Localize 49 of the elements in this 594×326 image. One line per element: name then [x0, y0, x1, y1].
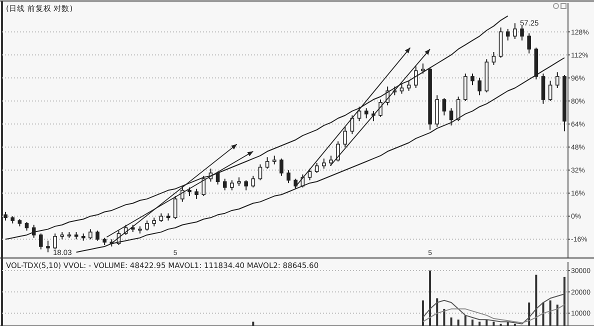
candlestick	[406, 80, 411, 92]
candlestick	[96, 230, 100, 242]
candlestick	[442, 98, 446, 116]
candlestick	[265, 156, 270, 170]
line-series	[422, 294, 565, 324]
candlestick	[555, 72, 560, 88]
candlestick	[449, 108, 454, 126]
candlestick	[180, 185, 184, 202]
line-series	[5, 15, 508, 240]
candlestick	[230, 180, 234, 191]
candlestick	[527, 32, 531, 54]
candlestick	[520, 26, 524, 41]
candlestick	[421, 63, 425, 74]
candlestick	[414, 66, 418, 88]
candlestick	[294, 178, 298, 190]
candlestick	[222, 178, 227, 191]
candlestick	[258, 164, 262, 181]
candlestick	[464, 73, 468, 102]
candlestick	[145, 220, 149, 232]
candlestick	[173, 196, 178, 220]
candlestick	[506, 28, 510, 41]
candlestick	[378, 99, 382, 118]
candlestick	[329, 155, 333, 166]
line-series	[422, 304, 565, 324]
candlestick	[322, 158, 326, 170]
candlestick	[470, 73, 474, 86]
candlestick	[194, 188, 198, 200]
candlestick	[357, 106, 362, 122]
candlestick	[46, 240, 50, 253]
candlestick	[244, 180, 248, 191]
candlestick	[372, 110, 376, 122]
candlestick	[314, 162, 319, 174]
candlestick	[343, 126, 348, 148]
candlestick	[478, 77, 482, 96]
candlestick	[53, 233, 57, 250]
candlestick	[280, 158, 284, 176]
candlestick	[400, 83, 404, 94]
candlestick	[202, 175, 206, 197]
candlestick	[286, 170, 290, 184]
candlestick	[39, 233, 43, 250]
candlestick	[88, 228, 92, 240]
candlestick	[364, 108, 368, 119]
candlestick	[548, 80, 552, 102]
candlestick	[251, 175, 256, 188]
candlestick	[336, 140, 340, 162]
candlestick	[492, 51, 496, 66]
candlestick	[308, 168, 312, 181]
candlestick	[541, 73, 546, 104]
candlestick	[513, 22, 517, 40]
